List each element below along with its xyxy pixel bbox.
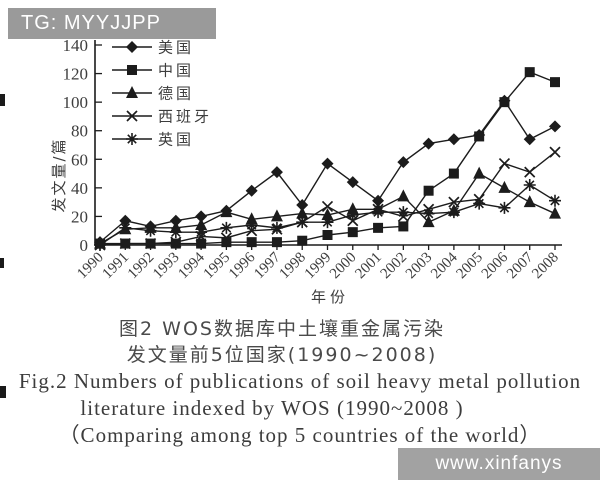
- legend-label: 西班牙: [158, 108, 212, 126]
- caption-cn-line1: 图2 WOS数据库中土壤重金属污染: [119, 318, 445, 340]
- legend-label: 中国: [158, 62, 194, 80]
- x-tick-label: 2005: [453, 250, 486, 283]
- y-tick-label: 140: [63, 36, 89, 55]
- x-tick-label: 2000: [327, 250, 360, 283]
- legend-item-uk: 英国: [112, 131, 194, 149]
- tag-banner: TG: MYYJJPP: [8, 8, 216, 39]
- scan-artifact: [0, 94, 5, 106]
- series-uk: [94, 179, 561, 251]
- legend-label: 英国: [158, 131, 194, 149]
- x-tick-label: 1997: [251, 249, 284, 282]
- x-tick-label: 1994: [175, 249, 208, 282]
- y-tick-label: 0: [80, 236, 89, 255]
- x-tick-label: 1998: [277, 250, 310, 283]
- scan-artifact: [0, 386, 6, 398]
- scan-artifact: [0, 258, 4, 268]
- caption-en-line3: （Comparing among top 5 countries of the …: [58, 423, 542, 447]
- caption-en-line2: literature indexed by WOS (1990~2008 ): [80, 396, 464, 420]
- caption-en-line1: Fig.2 Numbers of publications of soil he…: [18, 369, 582, 393]
- watermark-bar: www.xinfanys: [398, 448, 600, 480]
- x-tick-label: 2002: [378, 250, 411, 283]
- x-tick-label: 1993: [150, 250, 183, 283]
- x-tick-label: 2008: [529, 250, 562, 283]
- x-tick-label: 1996: [226, 249, 259, 282]
- y-tick-label: 80: [71, 122, 88, 141]
- y-tick-label: 40: [71, 179, 88, 198]
- y-axis-title: 发文量/篇: [50, 137, 68, 212]
- x-tick-label: 1992: [125, 250, 158, 283]
- legend-item-germany: 德国: [112, 85, 194, 103]
- figure-chart-area: 0 20 40 60 80 100 120 140 1990 1991 1992 1993 1994 19…: [50, 36, 562, 306]
- y-tick-label: 100: [63, 93, 89, 112]
- line-chart: 0204060801001201401990199119921993199419…: [50, 36, 562, 306]
- tag-banner-text: TG: MYYJJPP: [21, 12, 161, 34]
- y-tick-label: 20: [71, 207, 88, 226]
- x-tick-label: 1999: [302, 250, 335, 283]
- legend-label: 德国: [158, 85, 194, 103]
- x-tick-label: 2004: [428, 249, 461, 282]
- figure-caption: 图2 WOS数据库中土壤重金属污染 发文量前5位国家(1990~2008) Fi…: [0, 316, 600, 449]
- x-tick-label: 1991: [100, 250, 133, 283]
- y-tick-label: 60: [71, 150, 88, 169]
- x-tick-label: 2007: [504, 249, 537, 282]
- legend-item-usa: 美国: [112, 39, 194, 57]
- legend-item-spain: 西班牙: [112, 108, 212, 126]
- x-tick-label: 1995: [201, 250, 234, 283]
- series-china: [95, 67, 560, 249]
- x-tick-label: 2003: [403, 250, 436, 283]
- x-tick-label: 2001: [352, 250, 385, 283]
- x-axis-title: 年份: [311, 288, 349, 306]
- x-tick-label: 2006: [479, 249, 512, 282]
- caption-cn-line2: 发文量前5位国家(1990~2008): [126, 344, 438, 366]
- y-tick-label: 120: [63, 65, 89, 84]
- watermark-text: www.xinfanys: [435, 453, 563, 474]
- legend-label: 美国: [158, 39, 194, 57]
- legend-item-china: 中国: [112, 62, 194, 80]
